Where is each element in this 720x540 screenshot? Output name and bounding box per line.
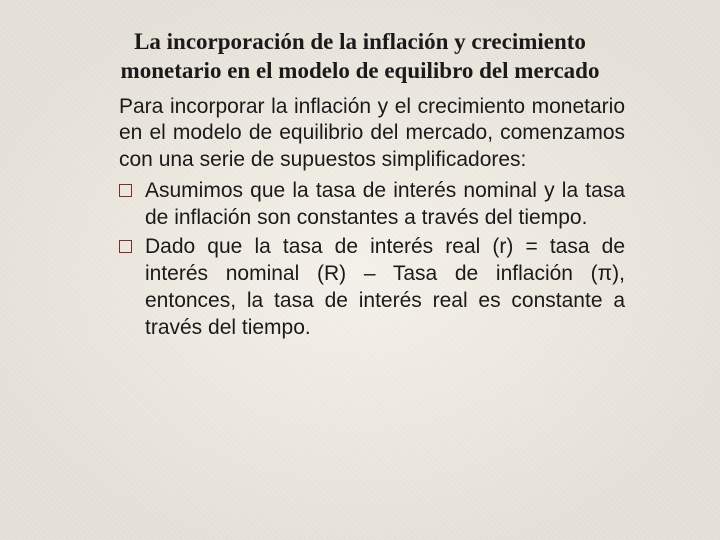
bullet-text: Asumimos que la tasa de interés nominal … [145, 179, 625, 229]
slide-content: La incorporación de la inflación y creci… [95, 28, 625, 343]
bullet-text: Dado que la tasa de interés real (r) = t… [145, 235, 625, 339]
intro-paragraph: Para incorporar la inflación y el crecim… [95, 94, 625, 175]
list-item: Dado que la tasa de interés real (r) = t… [119, 234, 625, 342]
slide-title: La incorporación de la inflación y creci… [95, 28, 625, 86]
bullet-list: Asumimos que la tasa de interés nominal … [95, 178, 625, 341]
list-item: Asumimos que la tasa de interés nominal … [119, 178, 625, 232]
